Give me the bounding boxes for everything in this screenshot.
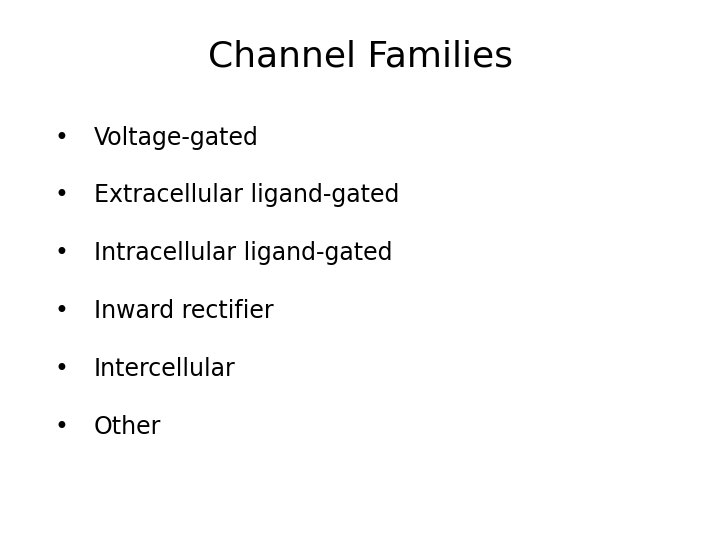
- Text: Voltage-gated: Voltage-gated: [94, 126, 258, 150]
- Text: Channel Families: Channel Families: [207, 40, 513, 73]
- Text: Other: Other: [94, 415, 161, 438]
- Text: Intercellular: Intercellular: [94, 357, 235, 381]
- Text: Intracellular ligand-gated: Intracellular ligand-gated: [94, 241, 392, 265]
- Text: •: •: [54, 241, 68, 265]
- Text: •: •: [54, 357, 68, 381]
- Text: •: •: [54, 126, 68, 150]
- Text: Inward rectifier: Inward rectifier: [94, 299, 273, 323]
- Text: Extracellular ligand-gated: Extracellular ligand-gated: [94, 184, 399, 207]
- Text: •: •: [54, 415, 68, 438]
- Text: •: •: [54, 184, 68, 207]
- Text: •: •: [54, 299, 68, 323]
